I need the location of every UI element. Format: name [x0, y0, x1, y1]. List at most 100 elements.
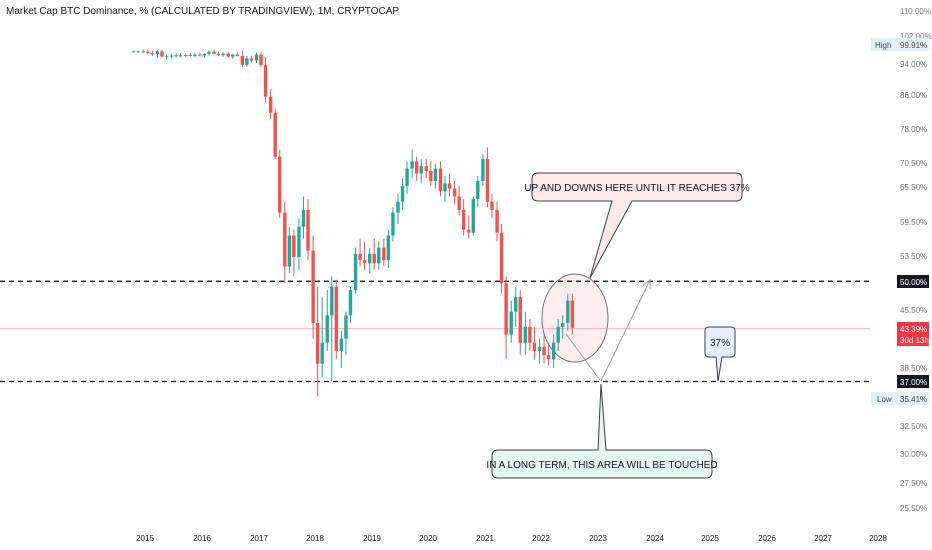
target-callout[interactable]: 37%	[704, 326, 736, 382]
candle-body[interactable]	[263, 65, 268, 97]
price-axis[interactable]: 110.00% 102.00% 94.00% 86.00% 78.00% 70.…	[871, 7, 932, 513]
candle-body[interactable]	[358, 253, 362, 261]
candle-body[interactable]	[202, 53, 207, 56]
candle-body[interactable]	[368, 253, 372, 264]
candle-body[interactable]	[292, 235, 296, 257]
candle-body[interactable]	[386, 235, 391, 261]
candle-body[interactable]	[353, 253, 358, 291]
candle-body[interactable]	[457, 196, 461, 210]
candle-body[interactable]	[405, 168, 409, 187]
candle-body[interactable]	[570, 300, 575, 328]
candle-body[interactable]	[414, 161, 419, 174]
candle-body[interactable]	[476, 180, 480, 200]
candle-body[interactable]	[523, 326, 528, 343]
candle-body[interactable]	[410, 161, 414, 169]
candle-body[interactable]	[546, 355, 551, 360]
candle-body[interactable]	[372, 253, 376, 264]
candle-body[interactable]	[467, 229, 471, 233]
candle-body[interactable]	[164, 56, 169, 58]
candle-body[interactable]	[146, 51, 150, 54]
candle-body[interactable]	[461, 209, 466, 230]
candle-body[interactable]	[518, 297, 522, 343]
candle-body[interactable]	[362, 260, 367, 264]
candle-body[interactable]	[566, 300, 570, 323]
top-callout[interactable]: UP AND DOWNS HERE UNTIL IT REACHES 37%	[524, 172, 750, 279]
candle-body[interactable]	[443, 183, 447, 192]
candle-body[interactable]	[160, 51, 164, 57]
candle-body[interactable]	[377, 247, 381, 264]
candle-body[interactable]	[325, 315, 329, 343]
candle-body[interactable]	[207, 51, 211, 54]
candle-body[interactable]	[240, 55, 245, 65]
candle-body[interactable]	[226, 53, 230, 57]
candle-body[interactable]	[174, 55, 178, 57]
candle-body[interactable]	[283, 212, 287, 267]
candle-body[interactable]	[136, 51, 140, 53]
candle-body[interactable]	[330, 286, 334, 316]
candle-body[interactable]	[528, 326, 532, 343]
candle-body[interactable]	[188, 54, 192, 56]
candle-body[interactable]	[141, 51, 146, 53]
candle-body[interactable]	[344, 315, 348, 339]
candle-body[interactable]	[259, 54, 263, 66]
candle-body[interactable]	[212, 51, 216, 54]
candle-body[interactable]	[297, 226, 301, 257]
candle-body[interactable]	[438, 168, 443, 192]
candle-body[interactable]	[424, 166, 429, 172]
candle-body[interactable]	[287, 235, 292, 267]
candle-body[interactable]	[315, 322, 320, 364]
candle-body[interactable]	[532, 342, 537, 351]
candle-body[interactable]	[273, 112, 277, 157]
time-axis[interactable]: 2015 2016 2017 2018 2019 2020 2021 2022 …	[136, 534, 887, 543]
candle-body[interactable]	[150, 53, 155, 55]
candle-body[interactable]	[556, 326, 560, 343]
candle-body[interactable]	[301, 209, 306, 227]
candle-body[interactable]	[268, 96, 273, 113]
candle-body[interactable]	[131, 51, 136, 53]
candle-body[interactable]	[499, 232, 504, 284]
candle-body[interactable]	[561, 322, 565, 327]
candle-body[interactable]	[278, 156, 282, 213]
candle-body[interactable]	[504, 283, 508, 335]
candle-body[interactable]	[391, 212, 395, 236]
candle-body[interactable]	[178, 55, 183, 57]
candle-body[interactable]	[509, 311, 513, 335]
candle-body[interactable]	[334, 286, 339, 351]
candle-body[interactable]	[429, 171, 433, 181]
candle-body[interactable]	[382, 247, 386, 261]
candle-body[interactable]	[320, 342, 324, 364]
candle-body[interactable]	[169, 55, 174, 57]
candle-body[interactable]	[231, 54, 235, 57]
candle-body[interactable]	[396, 201, 400, 213]
candle-body[interactable]	[235, 54, 239, 56]
candle-body[interactable]	[481, 158, 485, 181]
candle-body[interactable]	[485, 158, 490, 202]
candle-body[interactable]	[490, 201, 494, 210]
candle-body[interactable]	[400, 186, 405, 202]
candle-body[interactable]	[419, 166, 423, 174]
candle-body[interactable]	[551, 342, 556, 360]
candle-body[interactable]	[198, 54, 202, 56]
candle-body[interactable]	[311, 250, 315, 323]
candle-body[interactable]	[245, 58, 249, 65]
candle-body[interactable]	[348, 290, 353, 316]
candle-body[interactable]	[433, 168, 438, 181]
candle-body[interactable]	[514, 297, 518, 312]
candle-body[interactable]	[471, 199, 475, 233]
candle-body[interactable]	[537, 346, 542, 351]
candle-body[interactable]	[184, 54, 188, 56]
candle-body[interactable]	[193, 54, 197, 56]
candle-body[interactable]	[542, 346, 546, 356]
candle-body[interactable]	[249, 58, 254, 61]
candle-body[interactable]	[254, 54, 259, 61]
bottom-callout[interactable]: IN A LONG TERM, THIS AREA WILL BE TOUCHE…	[486, 383, 718, 479]
candle-body[interactable]	[306, 209, 310, 251]
candle-body[interactable]	[339, 338, 344, 351]
candle-body[interactable]	[221, 53, 225, 56]
candle-body[interactable]	[495, 209, 499, 233]
candle-body[interactable]	[452, 188, 457, 197]
candle-body[interactable]	[155, 51, 160, 54]
candle-body[interactable]	[216, 53, 221, 56]
